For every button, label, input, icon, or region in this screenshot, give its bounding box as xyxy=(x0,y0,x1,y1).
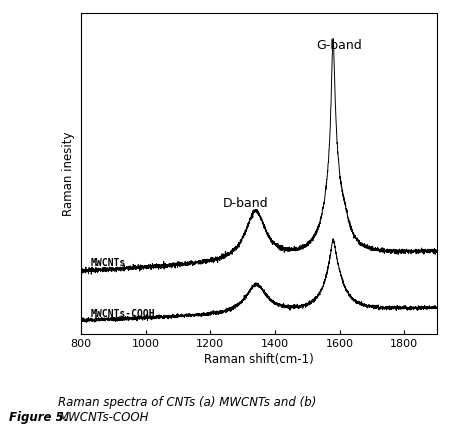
X-axis label: Raman shift(cm-1): Raman shift(cm-1) xyxy=(204,353,314,366)
Text: MWCNTs: MWCNTs xyxy=(91,258,126,268)
Text: G-band: G-band xyxy=(317,39,362,52)
Text: D-band: D-band xyxy=(223,196,269,210)
Y-axis label: Raman inesity: Raman inesity xyxy=(63,131,76,216)
Text: MWCNTs-COOH: MWCNTs-COOH xyxy=(91,309,155,319)
Text: Raman spectra of CNTs (a) MWCNTs and (b)
MWCNTs-COOH: Raman spectra of CNTs (a) MWCNTs and (b)… xyxy=(58,396,317,424)
Text: Figure 5.: Figure 5. xyxy=(9,411,68,424)
